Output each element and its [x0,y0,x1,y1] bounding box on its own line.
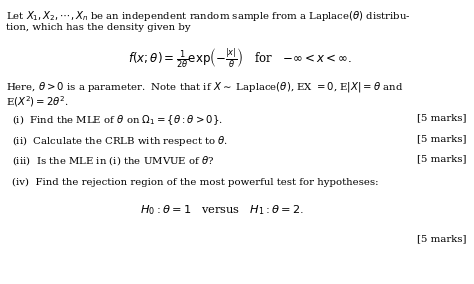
Text: $f(x;\theta) = \frac{1}{2\theta}\exp\!\left(-\frac{|x|}{\theta}\right)$   for   : $f(x;\theta) = \frac{1}{2\theta}\exp\!\l… [128,47,352,70]
Text: (iv)  Find the rejection region of the most powerful test for hypotheses:: (iv) Find the rejection region of the mo… [12,178,378,187]
Text: [5 marks]: [5 marks] [418,114,467,123]
Text: [5 marks]: [5 marks] [418,134,467,143]
Text: Here, $\theta > 0$ is a parameter.  Note that if $X \sim$ Laplace$(\theta)$, EX : Here, $\theta > 0$ is a parameter. Note … [6,80,403,93]
Text: tion, which has the density given by: tion, which has the density given by [6,23,191,32]
Text: (i)  Find the MLE of $\theta$ on $\Omega_1 = \{\theta : \theta > 0\}$.: (i) Find the MLE of $\theta$ on $\Omega_… [12,114,223,128]
Text: (ii)  Calculate the CRLB with respect to $\theta$.: (ii) Calculate the CRLB with respect to … [12,134,228,148]
Text: E$(X^2) = 2\theta^2$.: E$(X^2) = 2\theta^2$. [6,94,68,109]
Text: (iii)  Is the MLE in (i) the UMVUE of $\theta$?: (iii) Is the MLE in (i) the UMVUE of $\t… [12,154,215,168]
Text: $H_0 : \theta = 1$   versus   $H_1 : \theta = 2.$: $H_0 : \theta = 1$ versus $H_1 : \theta … [140,203,304,217]
Text: [5 marks]: [5 marks] [418,234,467,243]
Text: [5 marks]: [5 marks] [418,154,467,164]
Text: Let $X_1, X_2, \cdots, X_n$ be an independent random sample from a Laplace$(\the: Let $X_1, X_2, \cdots, X_n$ be an indepe… [6,9,410,22]
